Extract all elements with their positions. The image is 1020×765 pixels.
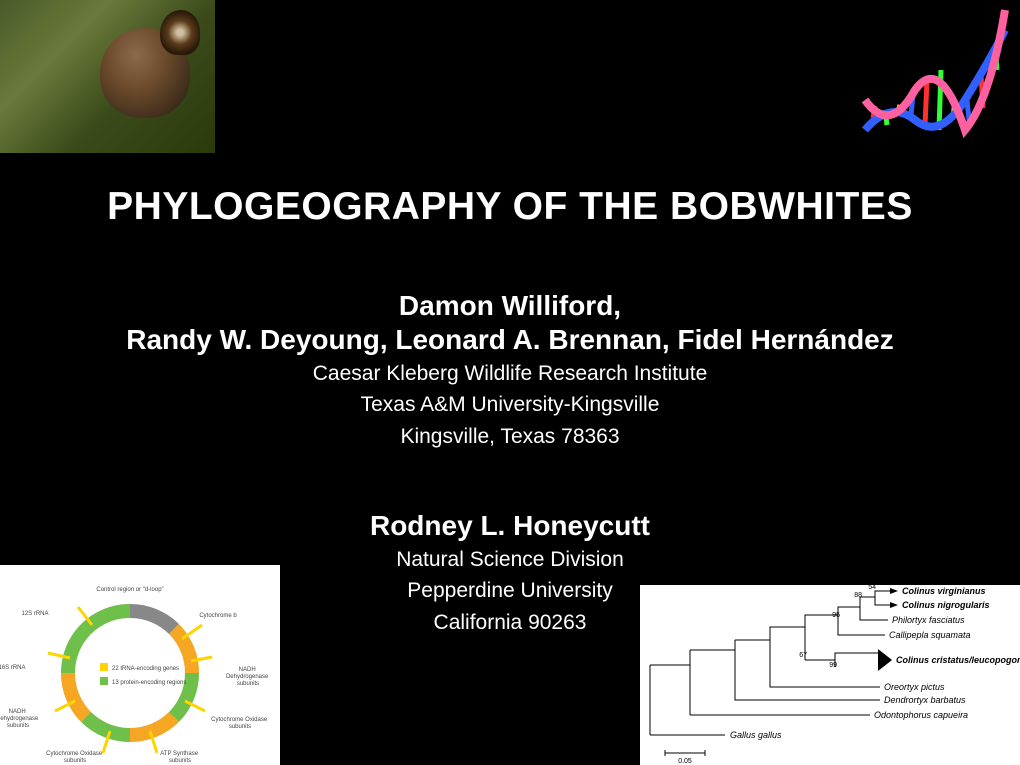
genome-legend-2: 13 protein-encoding regions (112, 680, 186, 686)
tip-label: Callipepla squamata (889, 630, 971, 640)
authors-block-1: Damon Williford, Randy W. Deyoung, Leona… (0, 290, 1020, 450)
node-support: 95 (832, 612, 840, 619)
tip-label: Colinus virginianus (902, 586, 986, 596)
node-support: 54 (868, 585, 876, 591)
affiliation-1-line-1: Caesar Kleberg Wildlife Research Institu… (0, 360, 1020, 387)
quail-photo (0, 0, 215, 153)
genome-seg-label: Cytochrome b (199, 613, 237, 619)
affiliation-1-line-3: Kingsville, Texas 78363 (0, 423, 1020, 450)
author-line-2: Randy W. Deyoung, Leonard A. Brennan, Fi… (0, 324, 1020, 356)
phylogenetic-tree: 54 88 95 67 99 Colinus virginianus Colin… (640, 585, 1020, 765)
svg-text:NADH Dehydrogenase: NADH Dehydrogenase subunits (226, 667, 270, 687)
node-support: 88 (854, 592, 862, 599)
slide: PHYLOGEOGRAPHY OF THE BOBWHITES Damon Wi… (0, 0, 1020, 765)
tip-label: Dendrortyx barbatus (884, 695, 966, 705)
genome-legend-1: 22 tRNA-encoding genes (112, 666, 179, 672)
svg-text:Cytochrome Oxidase s: Cytochrome Oxidase subunits (46, 751, 104, 764)
author-2: Rodney L. Honeycutt (0, 510, 1020, 542)
tip-label: Odontophorus capueira (874, 710, 968, 720)
scale-label: 0.05 (678, 758, 692, 765)
affiliation-1-line-2: Texas A&M University-Kingsville (0, 391, 1020, 418)
svg-text:ATP Synthase subunit: ATP Synthase subunits (160, 751, 199, 764)
svg-text:Cytochrome Oxidase s: Cytochrome Oxidase subunits (211, 717, 269, 730)
node-support: 99 (829, 662, 837, 669)
tip-label: Colinus cristatus/leucopogon (896, 655, 1020, 665)
svg-text:NADH Dehydrogenase: NADH Dehydrogenase subunits (0, 709, 40, 729)
genome-seg-label: 16S rRNA (0, 665, 26, 671)
tip-label: Philortyx fasciatus (892, 615, 965, 625)
node-support: 67 (799, 652, 807, 659)
mitochondrial-genome-diagram: Control region or "d-loop" 12S rRNA 16S … (0, 565, 280, 765)
tip-label: Colinus nigrogularis (902, 600, 990, 610)
author-line-1: Damon Williford, (0, 290, 1020, 322)
tip-label: Oreortyx pictus (884, 682, 945, 692)
slide-title: PHYLOGEOGRAPHY OF THE BOBWHITES (0, 185, 1020, 229)
tip-label: Gallus gallus (730, 730, 782, 740)
genome-control-label: Control region or "d-loop" (96, 587, 163, 593)
genome-seg-label: 12S rRNA (21, 611, 48, 617)
dna-helix-image (845, 0, 1020, 153)
